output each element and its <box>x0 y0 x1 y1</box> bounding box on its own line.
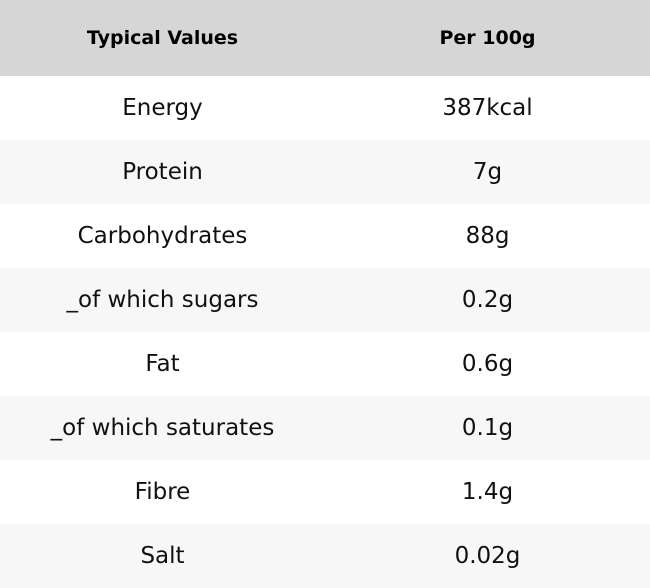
table-body: Energy 387kcal Protein 7g Carbohydrates … <box>0 76 650 588</box>
nutrient-name: Carbohydrates <box>77 223 248 249</box>
nutrient-value: 1.4g <box>461 479 514 505</box>
table-row: _of which saturates 0.1g <box>0 396 650 460</box>
nutrient-value: 7g <box>472 159 503 185</box>
table-row: Carbohydrates 88g <box>0 204 650 268</box>
table-row: Fibre 1.4g <box>0 460 650 524</box>
table-row: Protein 7g <box>0 140 650 204</box>
nutrient-name: Fibre <box>134 479 191 505</box>
table-row: _of which sugars 0.2g <box>0 268 650 332</box>
nutrient-value: 0.2g <box>461 287 514 313</box>
table-row: Fat 0.6g <box>0 332 650 396</box>
nutrient-value: 88g <box>465 223 510 249</box>
table-row: Salt 0.02g <box>0 524 650 588</box>
nutrient-name: Energy <box>122 95 203 121</box>
nutrient-name: Fat <box>145 351 180 377</box>
table-row: Energy 387kcal <box>0 76 650 140</box>
nutrient-name: _of which sugars <box>66 287 259 313</box>
column-header-per-100g: Per 100g <box>439 27 536 49</box>
nutrient-name: Protein <box>122 159 203 185</box>
column-header-typical-values: Typical Values <box>86 27 239 49</box>
header-row: Typical Values Per 100g <box>0 0 650 76</box>
table-header: Typical Values Per 100g <box>0 0 650 76</box>
nutrient-value: 387kcal <box>442 95 533 121</box>
nutrient-name: _of which saturates <box>50 415 275 441</box>
nutrient-value: 0.02g <box>454 543 521 569</box>
nutrient-name: Salt <box>140 543 185 569</box>
nutrient-value: 0.6g <box>461 351 514 377</box>
nutrient-value: 0.1g <box>461 415 514 441</box>
